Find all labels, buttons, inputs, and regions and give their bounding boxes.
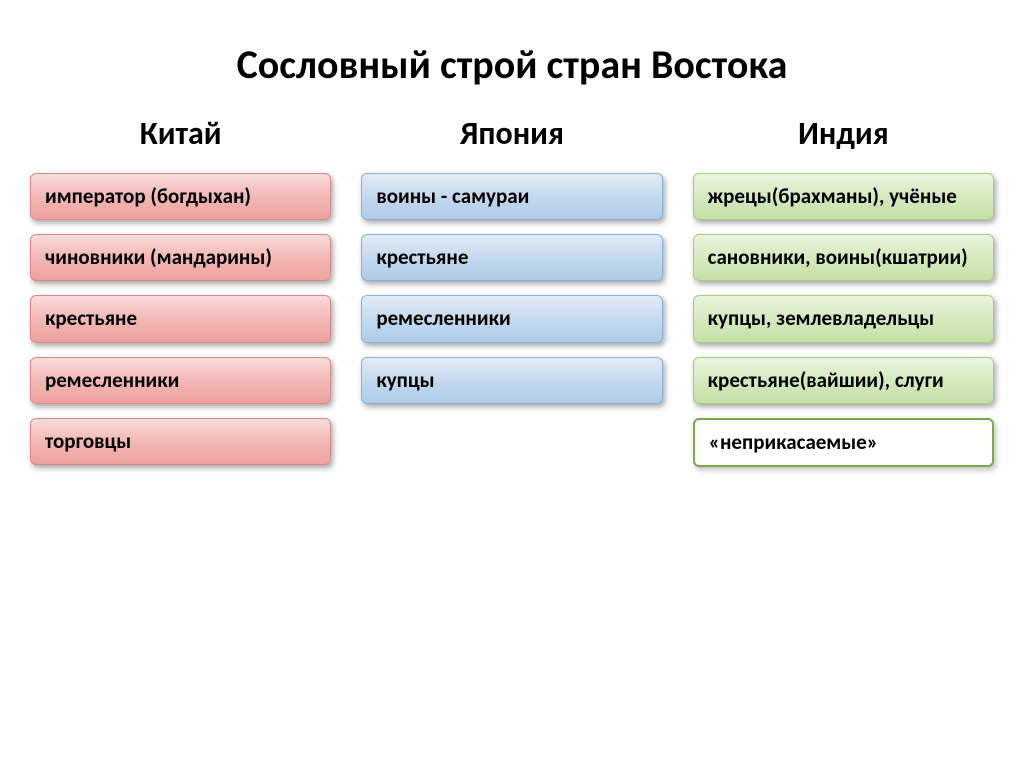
column-japan: Япония воины - самураи крестьяне ремесле… bbox=[361, 114, 662, 481]
column-china: Китай император (богдыхан) чиновники (ма… bbox=[30, 114, 331, 481]
page-title: Сословный строй стран Востока bbox=[30, 40, 994, 89]
column-header-japan: Япония bbox=[361, 114, 662, 153]
estate-box: крестьяне bbox=[361, 234, 662, 281]
estate-box: купцы bbox=[361, 357, 662, 404]
estate-box: купцы, землевладельцы bbox=[693, 295, 994, 342]
columns-container: Китай император (богдыхан) чиновники (ма… bbox=[30, 114, 994, 481]
estate-box: крестьяне(вайшии), слуги bbox=[693, 357, 994, 404]
estate-box: торговцы bbox=[30, 418, 331, 465]
estate-box: ремесленники bbox=[361, 295, 662, 342]
column-india: Индия жрецы(брахманы), учёные сановники,… bbox=[693, 114, 994, 481]
estate-box: воины - самураи bbox=[361, 173, 662, 220]
estate-box: жрецы(брахманы), учёные bbox=[693, 173, 994, 220]
column-header-china: Китай bbox=[30, 114, 331, 153]
estate-box: ремесленники bbox=[30, 357, 331, 404]
estate-box-extra: «неприкасаемые» bbox=[693, 418, 994, 467]
estate-box: чиновники (мандарины) bbox=[30, 234, 331, 281]
column-header-india: Индия bbox=[693, 114, 994, 153]
estate-box: крестьяне bbox=[30, 295, 331, 342]
estate-box: сановники, воины(кшатрии) bbox=[693, 234, 994, 281]
estate-box: император (богдыхан) bbox=[30, 173, 331, 220]
